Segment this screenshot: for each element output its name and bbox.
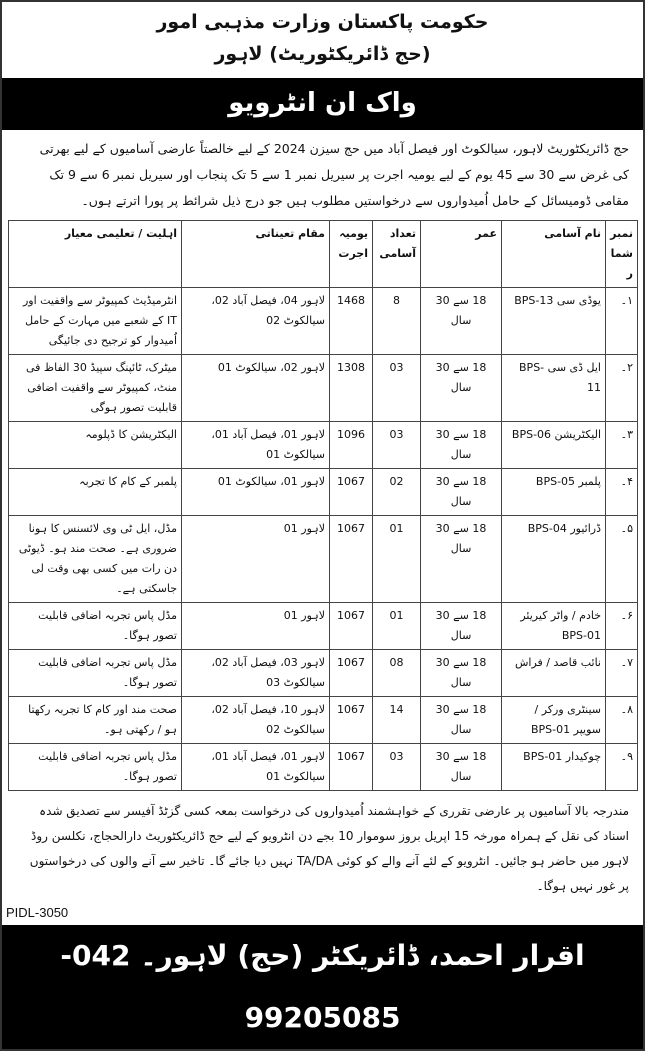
cell-location: لاہور 04، فیصل آباد 02، سیالکوٹ 02	[181, 287, 330, 355]
walk-in-banner: واک ان انٹرویو	[2, 78, 643, 130]
ministry-title: حکومت پاکستان وزارت مذہبی امور	[156, 11, 489, 33]
table-row: ۳۔ الیکٹریشن BPS-06 18 سے 30 سال 03 1096 لاہو…	[8, 421, 638, 469]
cell-count: 03	[372, 354, 421, 422]
cell-post: ایل ڈی سی BPS-11	[501, 354, 606, 422]
cell-count: 03	[372, 421, 421, 469]
cell-qualification: مڈل، ایل ٹی وی لائسنس کا ہونا ضروری ہے۔ …	[8, 515, 182, 603]
col-count: تعداد آسامی	[372, 220, 421, 288]
instructions-paragraph: مندرجہ بالا آسامیوں پر عارضی تقرری کے خو…	[29, 804, 629, 893]
cell-wage: 1067	[329, 468, 373, 516]
col-location: مقام تعیناتی	[181, 220, 330, 288]
cell-serial: ۸۔	[605, 696, 638, 744]
cell-post: ڈرائیور BPS-04	[501, 515, 606, 603]
cell-location: لاہور 01، فیصل آباد 01، سیالکوٹ 01	[181, 743, 330, 791]
cell-location: لاہور 01	[181, 602, 330, 650]
cell-wage: 1067	[329, 649, 373, 697]
cell-age: 18 سے 30 سال	[420, 696, 502, 744]
cell-wage: 1067	[329, 696, 373, 744]
table-row: ۸۔ سینٹری ورکر / سویپر BPS-01 18 سے 30 سال…	[8, 696, 638, 744]
cell-count: 8	[372, 287, 421, 355]
cell-post: چوکیدار BPS-01	[501, 743, 606, 791]
directorate-title: (حج ڈائریکٹوریٹ) لاہور	[214, 43, 431, 65]
cell-serial: ۵۔	[605, 515, 638, 603]
cell-serial: ۱۔	[605, 287, 638, 355]
cell-count: 01	[372, 602, 421, 650]
table-row: ۷۔ نائب قاصد / فراش 18 سے 30 سال 08 1067 لاہو…	[8, 649, 638, 697]
table-row: ۲۔ ایل ڈی سی BPS-11 18 سے 30 سال 03 1308 لاہو…	[8, 354, 638, 422]
cell-count: 01	[372, 515, 421, 603]
cell-serial: ۹۔	[605, 743, 638, 791]
jobs-table: نمبر شمار نام آسامی عمر تعداد آسامی یومی…	[8, 220, 638, 791]
cell-count: 02	[372, 468, 421, 516]
cell-wage: 1468	[329, 287, 373, 355]
cell-qualification: الیکٹریشن کا ڈپلومہ	[8, 421, 182, 469]
cell-age: 18 سے 30 سال	[420, 354, 502, 422]
cell-wage: 1067	[329, 743, 373, 791]
contact-footer: اقرار احمد، ڈائریکٹر (حج) لاہور۔ 042-992…	[2, 925, 643, 1049]
cell-qualification: مڈل پاس تجربہ اضافی قابلیت تصور ہوگا۔	[8, 743, 182, 791]
cell-age: 18 سے 30 سال	[420, 287, 502, 355]
cell-serial: ۶۔	[605, 602, 638, 650]
cell-qualification: انٹرمیڈیٹ کمپیوٹر سے واقفیت اور IT کے شع…	[8, 287, 182, 355]
cell-age: 18 سے 30 سال	[420, 421, 502, 469]
col-post: نام آسامی	[501, 220, 606, 288]
cell-qualification: صحت مند اور کام کا تجربہ رکھتا ہو / رکھت…	[8, 696, 182, 744]
cell-post: خادم / واٹر کیریئر BPS-01	[501, 602, 606, 650]
cell-post: یوڈی سی BPS-13	[501, 287, 606, 355]
cell-serial: ۳۔	[605, 421, 638, 469]
table-row: ۵۔ ڈرائیور BPS-04 18 سے 30 سال 01 1067 لاہور …	[8, 515, 638, 603]
cell-qualification: مڈل پاس تجربہ اضافی قابلیت تصور ہوگا۔	[8, 649, 182, 697]
intro-paragraph: حج ڈائریکٹوریٹ لاہور، سیالکوٹ اور فیصل آ…	[39, 141, 629, 208]
cell-wage: 1308	[329, 354, 373, 422]
table-row: ۴۔ پلمبر BPS-05 18 سے 30 سال 02 1067 لاہور 01…	[8, 468, 638, 516]
cell-post: الیکٹریشن BPS-06	[501, 421, 606, 469]
table-row: ۹۔ چوکیدار BPS-01 18 سے 30 سال 03 1067 لاہور …	[8, 743, 638, 791]
col-age: عمر	[420, 220, 502, 288]
cell-serial: ۷۔	[605, 649, 638, 697]
col-serial: نمبر شمار	[605, 220, 638, 288]
cell-count: 14	[372, 696, 421, 744]
cell-qualification: مڈل پاس تجربہ اضافی قابلیت تصور ہوگا۔	[8, 602, 182, 650]
cell-location: لاہور 01	[181, 515, 330, 603]
cell-location: لاہور 10، فیصل آباد 02، سیالکوٹ 02	[181, 696, 330, 744]
cell-wage: 1067	[329, 515, 373, 603]
cell-post: پلمبر BPS-05	[501, 468, 606, 516]
cell-count: 08	[372, 649, 421, 697]
cell-location: لاہور 01، فیصل آباد 01، سیالکوٹ 01	[181, 421, 330, 469]
cell-location: لاہور 03، فیصل آباد 02، سیالکوٹ 03	[181, 649, 330, 697]
cell-qualification: پلمبر کے کام کا تجربہ	[8, 468, 182, 516]
cell-age: 18 سے 30 سال	[420, 515, 502, 603]
cell-serial: ۴۔	[605, 468, 638, 516]
cell-age: 18 سے 30 سال	[420, 602, 502, 650]
cell-post: نائب قاصد / فراش	[501, 649, 606, 697]
cell-count: 03	[372, 743, 421, 791]
cell-wage: 1096	[329, 421, 373, 469]
cell-location: لاہور 02، سیالکوٹ 01	[181, 354, 330, 422]
cell-age: 18 سے 30 سال	[420, 468, 502, 516]
col-qualification: اہلیت / تعلیمی معیار	[8, 220, 182, 288]
col-wage: یومیہ اجرت	[329, 220, 373, 288]
cell-qualification: میٹرک، ٹائپنگ سپیڈ 30 الفاظ فی منٹ، کمپی…	[8, 354, 182, 422]
table-header-row: نمبر شمار نام آسامی عمر تعداد آسامی یومی…	[8, 220, 638, 288]
cell-location: لاہور 01، سیالکوٹ 01	[181, 468, 330, 516]
cell-post: سینٹری ورکر / سویپر BPS-01	[501, 696, 606, 744]
table-row: ۶۔ خادم / واٹر کیریئر BPS-01 18 سے 30 سال 0…	[8, 602, 638, 650]
table-row: ۱۔ یوڈی سی BPS-13 18 سے 30 سال 8 1468 لاہور 0…	[8, 287, 638, 355]
cell-age: 18 سے 30 سال	[420, 743, 502, 791]
cell-serial: ۲۔	[605, 354, 638, 422]
cell-wage: 1067	[329, 602, 373, 650]
pidl-code: PIDL-3050	[6, 905, 69, 920]
cell-age: 18 سے 30 سال	[420, 649, 502, 697]
